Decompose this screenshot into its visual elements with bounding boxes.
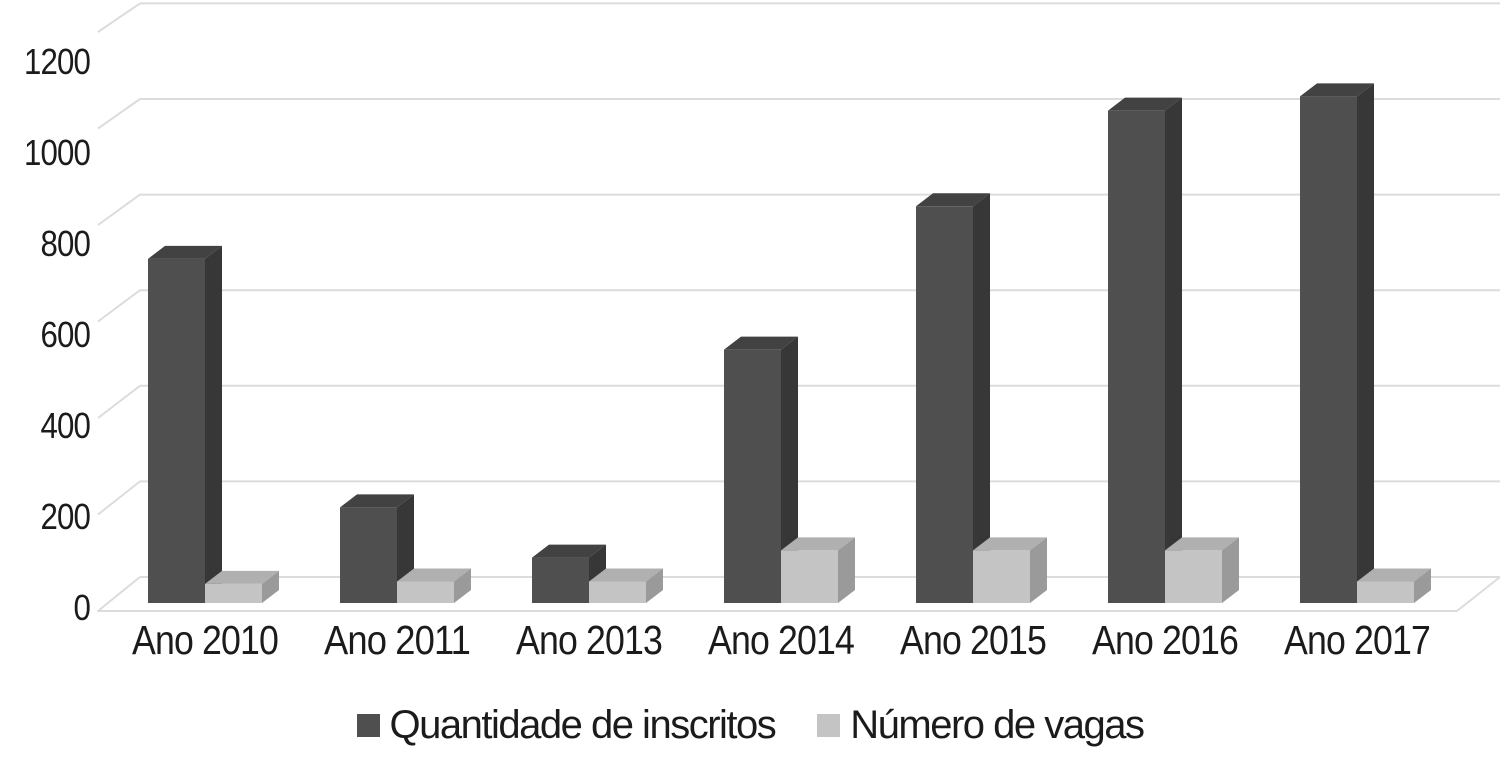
bar-side-s1-ano-2016 <box>1222 537 1239 603</box>
bar-side-s0-ano-2016 <box>1165 97 1182 603</box>
y-tick-1200 <box>97 2 141 33</box>
x-label-ano-2010: Ano 2010 <box>132 617 278 663</box>
y-tick-label-0: 0 <box>74 587 91 628</box>
bar-top-s1-ano-2010 <box>205 570 279 584</box>
bar-side-s1-ano-2011 <box>454 568 471 603</box>
y-tick-1000 <box>97 98 141 130</box>
bar-s0-ano-2011 <box>340 507 397 603</box>
bar-top-s1-ano-2015 <box>973 537 1047 551</box>
y-tick-800 <box>97 193 141 226</box>
legend-item-inscritos: Quantidade de inscritos <box>356 703 777 748</box>
y-tick-label-400: 400 <box>41 405 91 446</box>
legend-swatch-inscritos <box>356 714 380 737</box>
bar-side-s1-ano-2017 <box>1414 568 1431 603</box>
bar-s0-ano-2013 <box>532 557 589 603</box>
x-label-ano-2013: Ano 2013 <box>516 617 662 663</box>
x-label-ano-2015: Ano 2015 <box>900 617 1046 663</box>
bar-side-s1-ano-2014 <box>838 537 855 603</box>
x-label-ano-2014: Ano 2014 <box>708 617 854 663</box>
y-tick-label-200: 200 <box>41 496 91 537</box>
chart-legend: Quantidade de inscritos Número de vagas <box>0 703 1500 748</box>
bar-top-s0-ano-2013 <box>532 544 606 558</box>
bar-top-s0-ano-2015 <box>916 193 990 207</box>
bar-s0-ano-2014 <box>724 349 781 603</box>
bar-s1-ano-2011 <box>397 581 454 603</box>
bar-side-s1-ano-2013 <box>646 568 663 603</box>
legend-label-inscritos: Quantidade de inscritos <box>389 703 777 747</box>
x-label-ano-2017: Ano 2017 <box>1284 617 1430 663</box>
y-tick-200 <box>97 480 141 516</box>
bar-s0-ano-2017 <box>1300 96 1357 603</box>
bar-top-s0-ano-2014 <box>724 336 798 350</box>
bar-s1-ano-2014 <box>781 550 838 603</box>
bar-top-s1-ano-2017 <box>1357 568 1431 582</box>
bar-top-s0-ano-2016 <box>1108 97 1182 111</box>
bar-top-s0-ano-2010 <box>148 245 222 259</box>
y-tick-400 <box>97 385 141 419</box>
bar-s1-ano-2017 <box>1357 581 1414 603</box>
bar-side-s0-ano-2017 <box>1357 83 1374 603</box>
bar-s0-ano-2016 <box>1108 110 1165 603</box>
y-tick-label-600: 600 <box>41 314 91 355</box>
x-label-ano-2016: Ano 2016 <box>1092 617 1238 663</box>
bar-side-s1-ano-2010 <box>262 570 279 603</box>
bar-side-s0-ano-2010 <box>205 245 222 603</box>
legend-label-vagas: Número de vagas <box>850 703 1145 747</box>
bar-side-s1-ano-2015 <box>1030 537 1047 603</box>
y-tick-600 <box>97 289 141 323</box>
bar-s1-ano-2013 <box>589 581 646 603</box>
bar-top-s1-ano-2011 <box>397 568 471 582</box>
legend-swatch-vagas <box>817 714 841 737</box>
bar-s1-ano-2010 <box>205 583 262 603</box>
bar-s1-ano-2016 <box>1165 550 1222 603</box>
bar-top-s1-ano-2014 <box>781 537 855 551</box>
x-label-ano-2011: Ano 2011 <box>324 617 470 663</box>
bar-s1-ano-2015 <box>973 550 1030 603</box>
bar-top-s1-ano-2016 <box>1165 537 1239 551</box>
bar-top-s1-ano-2013 <box>589 568 663 582</box>
legend-item-vagas: Número de vagas <box>817 703 1145 748</box>
bar-s0-ano-2015 <box>916 206 973 603</box>
bar-top-s0-ano-2017 <box>1300 83 1374 97</box>
y-tick-label-800: 800 <box>41 223 91 264</box>
bar-s0-ano-2010 <box>148 258 205 603</box>
floor-right-edge <box>1456 576 1500 612</box>
bar-side-s0-ano-2015 <box>973 193 990 603</box>
bar-top-s0-ano-2011 <box>340 494 414 508</box>
bar-side-s0-ano-2014 <box>781 336 798 603</box>
y-tick-0 <box>97 576 141 612</box>
y-tick-label-1000: 1000 <box>24 132 90 173</box>
y-tick-label-1200: 1200 <box>24 41 90 82</box>
